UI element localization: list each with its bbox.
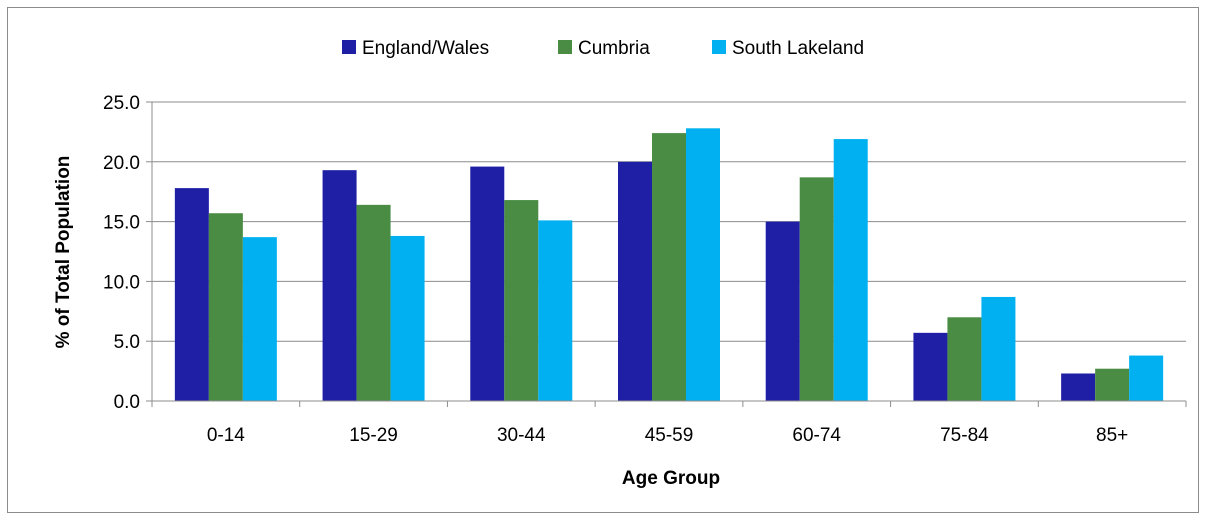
y-tick-label: 25.0: [103, 93, 140, 114]
bar-cumbria-15-29: [356, 204, 391, 401]
y-axis-title: % of Total Population: [53, 156, 74, 349]
bar-england-wales-85+: [1061, 373, 1096, 401]
legend-swatch: [558, 40, 572, 54]
legend-label: England/Wales: [362, 38, 489, 59]
x-axis-title: Age Group: [622, 468, 720, 489]
bar-south-lakeland-85+: [1129, 355, 1164, 401]
legend-item-england-wales: England/Wales: [342, 38, 489, 59]
x-tick-label: 85+: [1096, 425, 1128, 446]
legend-label: South Lakeland: [732, 38, 864, 59]
bar-south-lakeland-30-44: [538, 220, 573, 401]
x-tick-labels: 0-14 15-29 30-44 45-59 60-74 75-84 85+: [207, 425, 1128, 446]
y-tick-label: 20.0: [103, 153, 140, 174]
x-tick-label: 45-59: [645, 425, 694, 446]
y-tick-label: 15.0: [103, 213, 140, 234]
bar-england-wales-0-14: [174, 188, 209, 401]
bar-england-wales-45-59: [618, 161, 652, 401]
legend-swatch: [712, 40, 726, 54]
bar-england-wales-30-44: [470, 166, 505, 401]
x-tick-label: 30-44: [497, 425, 546, 446]
bars: [174, 128, 1164, 402]
bar-cumbria-45-59: [652, 133, 686, 401]
y-tick-label: 5.0: [114, 332, 140, 353]
bar-south-lakeland-45-59: [686, 128, 720, 401]
legend-swatch: [342, 40, 356, 54]
x-tick-label: 15-29: [349, 425, 398, 446]
bar-england-wales-75-84: [913, 332, 948, 401]
bar-cumbria-75-84: [947, 317, 982, 401]
bar-cumbria-30-44: [504, 200, 539, 401]
bar-south-lakeland-15-29: [390, 235, 425, 401]
legend-item-south-lakeland: South Lakeland: [712, 38, 864, 59]
axes: [146, 101, 1187, 407]
bar-england-wales-60-74: [765, 221, 800, 401]
bar-cumbria-85+: [1095, 368, 1130, 401]
legend-item-cumbria: Cumbria: [558, 38, 650, 59]
legend: England/Wales Cumbria South Lakeland: [342, 38, 864, 59]
bar-south-lakeland-0-14: [242, 237, 277, 401]
x-tick-label: 60-74: [792, 425, 841, 446]
bar-south-lakeland-75-84: [981, 296, 1016, 401]
y-tick-label: 10.0: [103, 272, 140, 293]
bar-cumbria-0-14: [208, 213, 243, 401]
y-tick-labels: 0.0 5.0 10.0 15.0 20.0 25.0: [103, 93, 140, 413]
bar-england-wales-15-29: [322, 170, 357, 401]
bar-cumbria-60-74: [799, 177, 834, 401]
legend-label: Cumbria: [578, 38, 650, 59]
x-tick-label: 0-14: [207, 425, 245, 446]
bar-south-lakeland-60-74: [833, 139, 868, 402]
x-tick-label: 75-84: [940, 425, 989, 446]
y-tick-label: 0.0: [114, 392, 140, 413]
